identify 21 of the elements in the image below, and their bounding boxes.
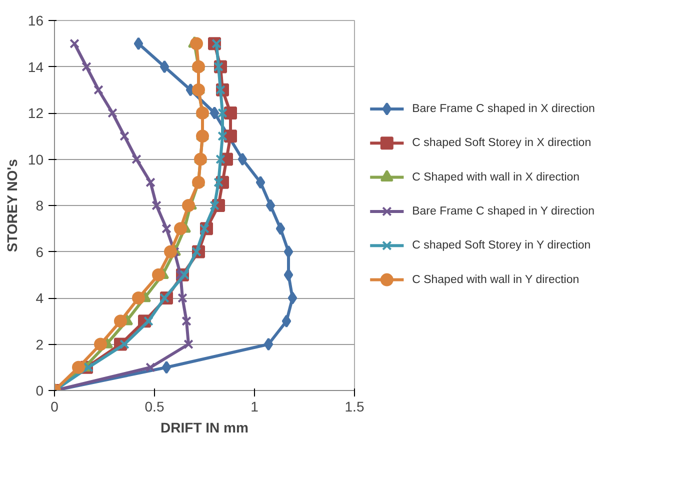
y-tick-label: 8: [36, 198, 44, 214]
x-tick-label: 1.5: [344, 398, 364, 414]
y-tick-label: 12: [28, 105, 44, 121]
y-axis-title: STOREY NO's: [4, 158, 20, 252]
y-tick-label: 4: [36, 290, 44, 306]
y-tick-label: 14: [28, 58, 44, 75]
legend-label: Bare Frame C shaped in Y direction: [412, 205, 595, 218]
x-tick-label: 0.5: [144, 398, 164, 414]
legend-label: Bare Frame C shaped in X direction: [412, 102, 595, 115]
legend-label: C shaped Soft Storey in X direction: [412, 137, 592, 150]
legend-label: C shaped Soft Storey in Y direction: [412, 240, 591, 252]
legend-label: C Shaped with wall in Y direction: [412, 274, 580, 286]
legend-label: C Shaped with wall in X direction: [412, 171, 580, 184]
y-tick-label: 6: [36, 244, 44, 260]
x-tick-label: 0: [50, 398, 59, 414]
y-tick-label: 0: [36, 382, 44, 398]
y-tick-label: 2: [36, 336, 44, 352]
y-tick-label: 10: [28, 151, 44, 168]
x-axis-title: DRIFT IN mm: [160, 420, 248, 436]
x-tick-label: 1: [250, 398, 259, 414]
y-tick-label: 16: [28, 12, 44, 28]
